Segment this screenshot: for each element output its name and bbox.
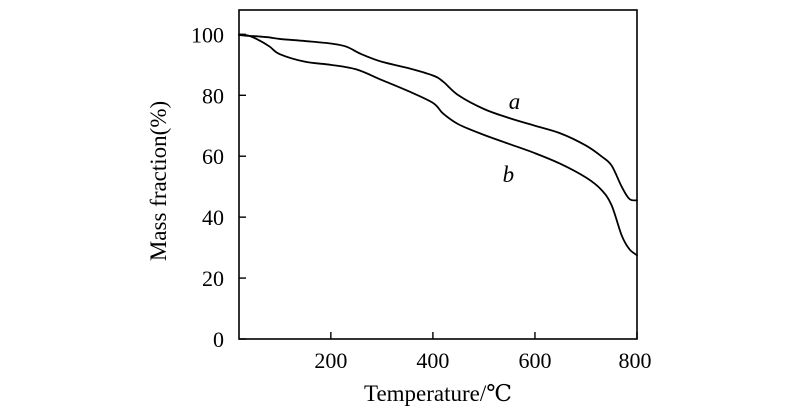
x-tick-label: 200 xyxy=(314,348,347,373)
x-axis-title: Temperature/℃ xyxy=(364,381,512,406)
series-labels: ab xyxy=(503,89,521,187)
plot-border xyxy=(238,9,638,340)
y-tick-label: 100 xyxy=(191,22,224,47)
x-tick-label: 400 xyxy=(416,348,449,373)
plot-frame xyxy=(238,9,638,340)
series-label-b: b xyxy=(503,162,515,187)
y-tick-label: 0 xyxy=(213,327,224,352)
series-line-a xyxy=(238,34,638,202)
y-tick-label: 40 xyxy=(202,205,224,230)
y-tick-label: 80 xyxy=(202,83,224,108)
y-axis: 0 20 40 60 80 100 xyxy=(191,22,246,352)
series-line-b xyxy=(238,33,638,257)
series-lines xyxy=(238,33,638,257)
x-axis: 200 400 600 800 xyxy=(314,332,652,373)
x-tick-label: 600 xyxy=(518,348,551,373)
y-tick-label: 20 xyxy=(202,266,224,291)
y-axis-title: Mass fraction(%) xyxy=(146,101,171,261)
y-tick-label: 60 xyxy=(202,144,224,169)
series-label-a: a xyxy=(509,89,521,114)
x-tick-label: 800 xyxy=(619,348,652,373)
